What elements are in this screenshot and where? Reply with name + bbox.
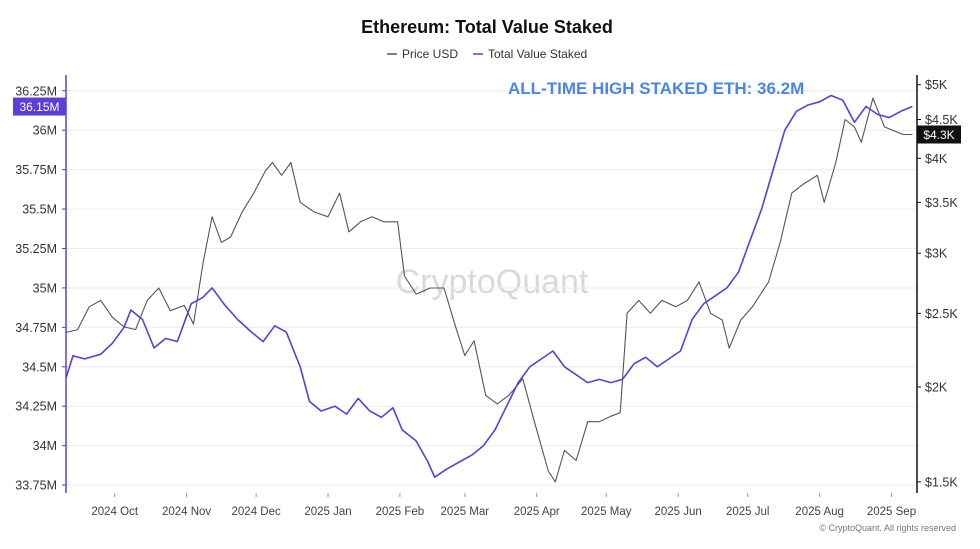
right-tick-label: $3.5K bbox=[925, 196, 958, 210]
right-tick-label: $5K bbox=[925, 78, 948, 92]
left-tick-label: 35.5M bbox=[22, 203, 57, 217]
x-tick-label: 2025 Aug bbox=[795, 506, 844, 518]
right-badge-label: $4.3K bbox=[923, 128, 954, 142]
right-axis-ticks: $1.5K $2K $2.5K $3K $3.5K $4K $4.5K $5K bbox=[917, 78, 958, 489]
right-tick-label: $1.5K bbox=[925, 475, 958, 489]
left-tick-label: 34M bbox=[33, 439, 57, 453]
left-tick-label: 34.5M bbox=[22, 360, 57, 374]
legend-price-label: Price USD bbox=[402, 47, 458, 61]
left-tick-label: 34.25M bbox=[15, 400, 57, 414]
x-tick-label: 2024 Dec bbox=[232, 506, 281, 518]
copyright: © CryptoQuant. All rights reserved bbox=[819, 523, 956, 533]
series-lines bbox=[65, 94, 913, 483]
legend: Price USD Total Value Staked bbox=[387, 47, 587, 61]
right-tick-label: $2K bbox=[925, 380, 948, 394]
right-badge-bg bbox=[917, 125, 961, 144]
watermark: CryptoQuant bbox=[396, 263, 589, 301]
left-tick-label: 35.25M bbox=[15, 242, 57, 256]
chart-title: Ethereum: Total Value Staked bbox=[361, 17, 613, 37]
x-axis-ticks: 2024 Oct 2024 Nov 2024 Dec 2025 Jan 2025 Feb… bbox=[91, 493, 916, 518]
x-tick-label: 2025 May bbox=[581, 506, 632, 518]
x-tick-label: 2025 Jan bbox=[304, 506, 351, 518]
right-tick-label: $2.5K bbox=[925, 307, 958, 321]
right-tick-label: $3K bbox=[925, 247, 948, 261]
right-tick-label: $4.5K bbox=[925, 113, 958, 127]
left-tick-label: 33.75M bbox=[15, 479, 57, 493]
legend-staked-label: Total Value Staked bbox=[488, 47, 587, 61]
right-value-badge: $4.3K bbox=[917, 125, 961, 144]
series-line-price-usd bbox=[65, 97, 913, 483]
x-tick-label: 2025 Sep bbox=[867, 506, 916, 518]
left-tick-label: 36M bbox=[33, 124, 57, 138]
x-tick-label: 2024 Nov bbox=[162, 506, 211, 518]
left-value-badge: 36.15M bbox=[13, 97, 66, 116]
right-tick-label: $4K bbox=[925, 152, 948, 166]
left-tick-label: 36.25M bbox=[15, 84, 57, 98]
x-tick-label: 2025 Feb bbox=[376, 506, 425, 518]
x-tick-label: 2025 Jul bbox=[726, 506, 769, 518]
left-badge-label: 36.15M bbox=[19, 100, 59, 114]
left-tick-label: 35M bbox=[33, 281, 57, 295]
left-axis-ticks: 33.75M 34M 34.25M 34.5M 34.75M 35M 35.25M 35.5M… bbox=[15, 84, 66, 493]
ath-annotation: ALL-TIME HIGH STAKED ETH: 36.2M bbox=[508, 79, 804, 98]
x-tick-label: 2025 Mar bbox=[441, 506, 490, 518]
series-line-total-value-staked bbox=[65, 94, 913, 478]
left-tick-label: 35.75M bbox=[15, 163, 57, 177]
x-tick-label: 2025 Jun bbox=[654, 506, 701, 518]
left-badge-bg bbox=[13, 97, 66, 116]
x-tick-label: 2025 Apr bbox=[514, 506, 560, 518]
grid bbox=[66, 90, 917, 486]
left-tick-label: 34.75M bbox=[15, 321, 57, 335]
x-tick-label: 2024 Oct bbox=[91, 506, 138, 518]
